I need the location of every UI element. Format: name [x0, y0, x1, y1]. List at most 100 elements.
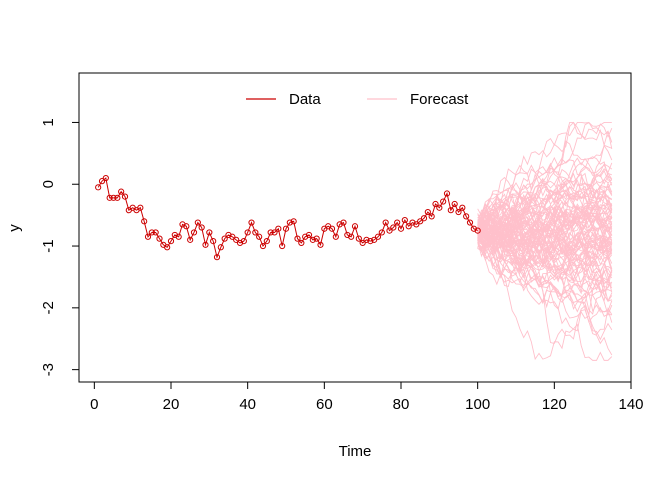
data-point	[340, 219, 347, 226]
data-point	[394, 219, 401, 226]
data-point	[190, 229, 198, 236]
data-point	[286, 219, 293, 226]
forecast-path	[477, 229, 612, 253]
y-axis-title: y	[6, 224, 23, 232]
forecast-path	[477, 213, 613, 315]
data-point	[194, 219, 201, 226]
data-point	[355, 235, 362, 242]
data-point	[328, 225, 336, 232]
x-tick-label: 100	[465, 396, 490, 413]
data-point	[259, 242, 267, 250]
x-tick-label: 120	[542, 396, 567, 413]
data-point	[443, 190, 451, 197]
data-point	[317, 241, 324, 248]
data-point	[240, 237, 247, 245]
data-point	[164, 244, 171, 251]
data-point	[252, 229, 259, 236]
data-point	[371, 236, 378, 243]
forecast-path	[477, 164, 613, 236]
axes: 0 20 40 60 80 100 120 140 -3 -2 -1 0 1	[40, 118, 644, 413]
data-point	[294, 235, 301, 242]
y-tick-label: 0	[40, 180, 57, 188]
legend-label: Data	[289, 91, 321, 108]
data-point	[267, 229, 274, 236]
x-tick-label: 80	[393, 396, 410, 413]
data-point	[279, 242, 286, 250]
forecast-paths	[477, 121, 613, 361]
forecast-path	[477, 121, 613, 225]
data-point	[233, 236, 240, 243]
data-point	[110, 194, 117, 201]
data-point	[378, 229, 385, 236]
data-point	[202, 241, 209, 248]
data-point	[244, 229, 251, 236]
data-point	[144, 233, 152, 240]
data-point	[359, 239, 366, 247]
data-point	[167, 237, 175, 245]
data-point	[98, 178, 106, 185]
data-point	[106, 194, 113, 201]
data-point	[348, 233, 355, 240]
data-point	[351, 223, 359, 230]
data-point	[413, 221, 420, 228]
forecast-path	[477, 121, 612, 269]
y-tick-label: 1	[40, 118, 57, 126]
data-point	[290, 218, 297, 225]
data-point	[447, 207, 454, 214]
forecast-path	[477, 196, 613, 255]
y-tick-label: -1	[40, 239, 57, 252]
data-point	[397, 225, 405, 232]
data-point	[455, 208, 462, 216]
data-point	[298, 239, 305, 247]
data-point	[187, 236, 194, 243]
forecast-path	[477, 201, 613, 254]
data-point	[424, 208, 431, 216]
data-point	[114, 194, 121, 201]
forecast-path	[477, 162, 613, 234]
data-point	[436, 204, 443, 211]
data-point	[466, 219, 474, 226]
data-point	[248, 219, 255, 226]
data-point	[148, 229, 155, 236]
data-point	[451, 200, 458, 208]
data-point	[198, 224, 205, 231]
data-point	[405, 223, 412, 230]
data-point	[367, 237, 374, 245]
forecast-path	[477, 223, 613, 288]
x-axis-title: Time	[339, 443, 372, 460]
data-point	[386, 227, 393, 234]
data-point	[305, 231, 313, 239]
x-tick-label: 40	[239, 396, 256, 413]
x-tick-label: 140	[618, 396, 643, 413]
data-point	[175, 233, 182, 240]
data-point	[432, 200, 439, 208]
data-point	[152, 229, 159, 236]
data-point	[263, 237, 270, 245]
data-point	[256, 233, 263, 240]
data-point	[332, 233, 339, 240]
data-point	[282, 225, 290, 232]
data-point	[102, 174, 109, 182]
data-point	[313, 235, 320, 242]
data-point	[382, 219, 389, 226]
data-point	[156, 235, 163, 242]
data-point	[213, 254, 221, 261]
data-point	[95, 184, 102, 191]
data-point	[141, 218, 148, 225]
data-point	[221, 235, 228, 242]
data-point	[275, 225, 282, 232]
data-point	[271, 229, 278, 236]
data-point	[420, 215, 428, 222]
forecast-path	[477, 241, 613, 361]
data-point	[417, 218, 424, 225]
x-tick-label: 20	[163, 396, 180, 413]
x-tick-label: 0	[90, 396, 98, 413]
data-point	[401, 216, 408, 224]
forecast-path	[477, 240, 613, 306]
y-tick-label: -3	[40, 363, 57, 376]
data-series-line	[97, 177, 478, 259]
data-point	[463, 213, 470, 220]
forecast-path	[477, 220, 613, 303]
